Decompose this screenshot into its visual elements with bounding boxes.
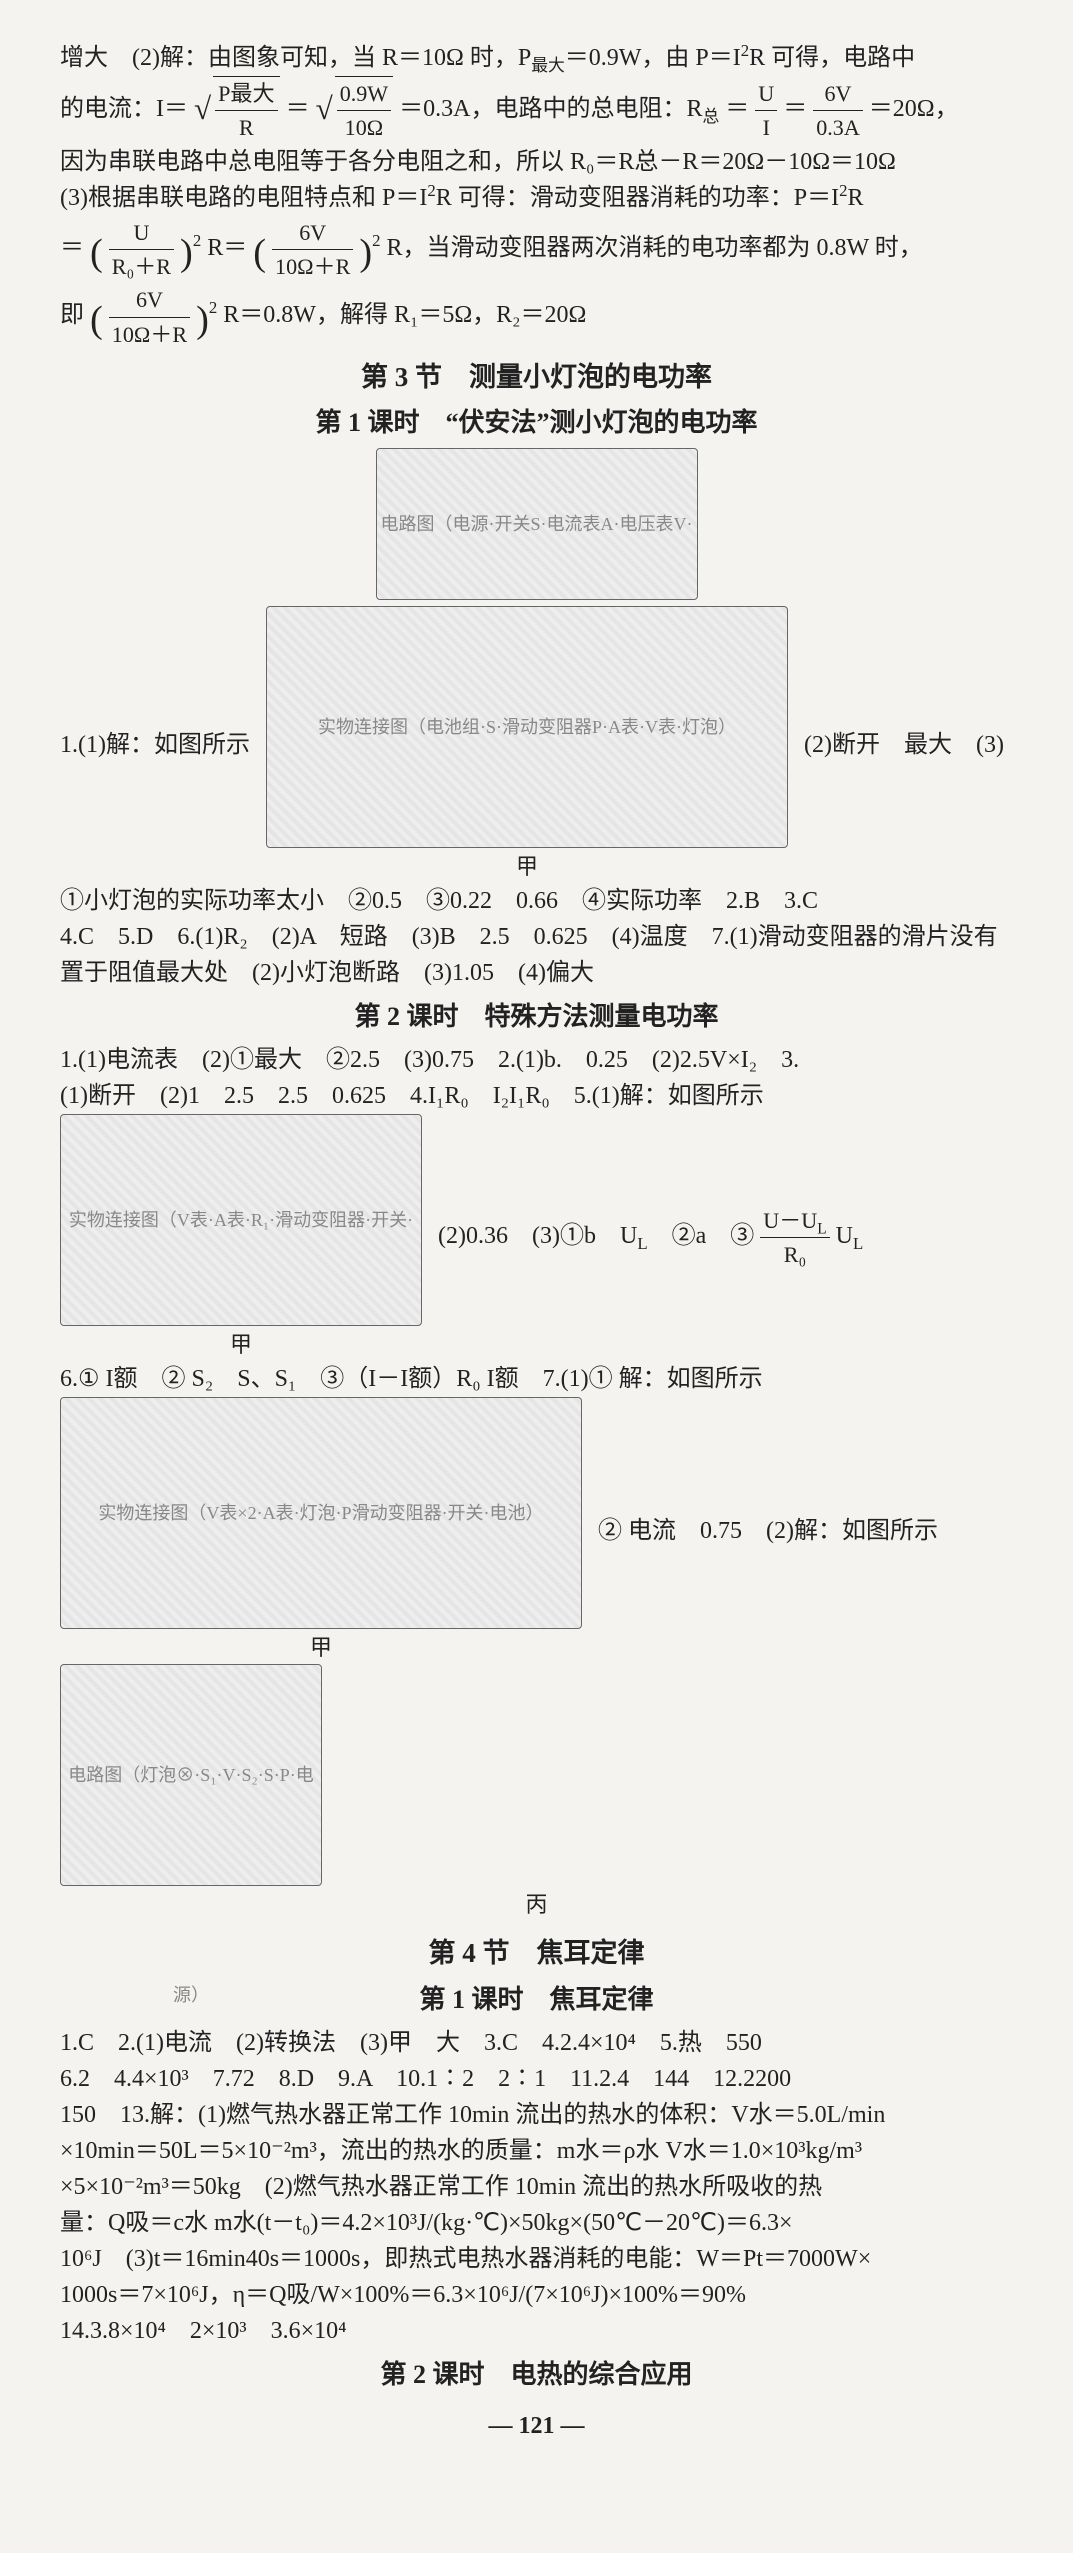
eq: ＝: [725, 96, 749, 122]
sup: 2: [427, 181, 435, 200]
frac: U－UL R₀: [760, 1204, 829, 1271]
s2c-wrap: 电路图（灯泡⊗·S₁·V·S₂·S·P·电源） 丙: [60, 1664, 1013, 1921]
paren-right-icon: ): [196, 300, 209, 342]
paren-right-icon: ): [359, 232, 372, 274]
sup: 2: [209, 299, 217, 318]
t: (3)根据串联电路的电阻特点和 P＝I: [60, 185, 427, 211]
diagram-label: 甲: [60, 1328, 422, 1361]
num: 0.9W: [337, 77, 391, 111]
intro-line-2: 的电流：I＝ √ P最大 R ＝ √ 0.9W 10Ω ＝0.3A，电路中的总电…: [60, 76, 1013, 144]
eq: ＝: [286, 96, 310, 122]
s2a-row: 实物连接图（V表·A表·R₁·滑动变阻器·开关·电池） 甲 (2)0.36 (3…: [60, 1114, 1013, 1361]
t: 即: [60, 303, 84, 329]
s2-line6: 6.① I额 ② S₂ S、S₁ ③（I－I额）R₀ I额 7.(1)① 解：如…: [60, 1361, 1013, 1397]
sub: L: [817, 1220, 826, 1237]
num: 6V: [272, 216, 353, 250]
sub: 最大: [531, 56, 565, 75]
den: 0.3A: [813, 111, 863, 144]
intro-line-6: 即 ( 6V 10Ω＋R )2 R＝0.8W，解得 R₁＝5Ω，R₂＝20Ω: [60, 283, 1013, 350]
frac: 6V 10Ω＋R: [272, 216, 353, 283]
t: ＝20Ω，: [869, 96, 959, 122]
sup: 2: [741, 41, 749, 60]
sub: L: [853, 1234, 863, 1253]
s2b-right: ② 电流 0.75 (2)解：如图所示: [598, 1513, 1013, 1549]
t: U: [836, 1223, 853, 1249]
sub: L: [637, 1234, 647, 1253]
t: ②a ③: [648, 1223, 755, 1249]
paren-left-icon: (: [90, 300, 103, 342]
den: R₀＋R: [109, 250, 174, 283]
s2b-row: 实物连接图（V表×2·A表·灯泡·P滑动变阻器·开关·电池） 甲 ② 电流 0.…: [60, 1397, 1013, 1664]
den: R₀: [760, 1238, 829, 1271]
solution-intro: 增大 (2)解：由图象可知，当 R＝10Ω 时，P最大＝0.9W，由 P＝I2R…: [60, 40, 1013, 351]
sec4-body: 1.C 2.(1)电流 (2)转换法 (3)甲 大 3.C 4.2.4×10⁴ …: [60, 2025, 1013, 2349]
num: U－UL: [760, 1204, 829, 1238]
den: 10Ω＋R: [109, 318, 190, 351]
diagram-label: 甲: [266, 850, 788, 883]
frac: 6V 10Ω＋R: [109, 283, 190, 350]
q1-pre: 1.(1)解：如图所示: [60, 727, 250, 763]
num: P最大: [215, 77, 277, 111]
t: ＝0.9W，由 P＝I: [565, 45, 741, 71]
sec3-answers: ①小灯泡的实际功率太小 ②0.5 ③0.22 0.66 ④实际功率 2.B 3.…: [60, 883, 1013, 991]
paren-left-icon: (: [253, 232, 266, 274]
frac: U R₀＋R: [109, 216, 174, 283]
paren-left-icon: (: [90, 232, 103, 274]
eq: ＝: [60, 235, 84, 261]
t: R，当滑动变阻器两次消耗的电功率都为 0.8W 时，: [387, 235, 923, 261]
t: ＝0.3A，电路中的总电阻：R: [399, 96, 702, 122]
den: I: [755, 111, 777, 144]
paren-right-icon: ): [180, 232, 193, 274]
intro-line-1: 增大 (2)解：由图象可知，当 R＝10Ω 时，P最大＝0.9W，由 P＝I2R…: [60, 40, 1013, 76]
t: R: [847, 185, 863, 211]
page-number: — 121 —: [60, 2408, 1013, 2444]
circuit-diagram-schematic: 电路图（电源·开关S·电流表A·电压表V·灯泡·滑动变阻器）: [376, 448, 698, 600]
num: U: [109, 216, 174, 250]
sec4-sub2-title: 第 2 课时 电热的综合应用: [60, 2355, 1013, 2394]
t: 的电流：I＝: [60, 96, 188, 122]
t: R＝0.8W，解得 R₁＝5Ω，R₂＝20Ω: [223, 303, 586, 329]
t: U－U: [763, 1208, 817, 1233]
sec3-sub2-title: 第 2 课时 特殊方法测量电功率: [60, 997, 1013, 1036]
frac: 6V 0.3A: [813, 77, 863, 144]
eq: ＝: [783, 96, 807, 122]
intro-line-3: 因为串联电路中总电阻等于各分电阻之和，所以 R₀＝R总－R＝20Ω－10Ω＝10…: [60, 144, 1013, 180]
circuit-diagram-physical-1: 实物连接图（电池组·S·滑动变阻器P·A表·V表·灯泡）: [266, 606, 788, 848]
circuit-diagram-schematic-2: 电路图（灯泡⊗·S₁·V·S₂·S·P·电源）: [60, 1664, 322, 1886]
t: R 可得：滑动变阻器消耗的功率：P＝I: [436, 185, 839, 211]
q1-row: 1.(1)解：如图所示 实物连接图（电池组·S·滑动变阻器P·A表·V表·灯泡）…: [60, 606, 1013, 883]
sup: 2: [372, 231, 380, 250]
den: 10Ω: [337, 111, 391, 144]
den: 10Ω＋R: [272, 250, 353, 283]
t: 增大 (2)解：由图象可知，当 R＝10Ω 时，P: [60, 45, 531, 71]
sub: 总: [702, 107, 719, 126]
intro-line-5: ＝ ( U R₀＋R )2 R＝ ( 6V 10Ω＋R )2 R，当滑动变阻器两…: [60, 216, 1013, 283]
num: 6V: [813, 77, 863, 111]
t: R＝: [207, 235, 247, 261]
circuit-diagram-physical-3: 实物连接图（V表×2·A表·灯泡·P滑动变阻器·开关·电池）: [60, 1397, 582, 1629]
sqrt-body: 0.9W 10Ω: [335, 76, 393, 144]
q1-right: (2)断开 最大 (3): [804, 727, 1004, 763]
s2a-text: (2)0.36 (3)①b UL ②a ③ U－UL R₀ UL: [438, 1204, 1013, 1271]
circuit-diagram-physical-2: 实物连接图（V表·A表·R₁·滑动变阻器·开关·电池）: [60, 1114, 422, 1326]
sqrt-icon: √: [316, 91, 333, 126]
den: R: [215, 111, 277, 144]
sec3-sub2-line1: 1.(1)电流表 (2)①最大 ②2.5 (3)0.75 2.(1)b. 0.2…: [60, 1042, 1013, 1114]
sqrt-icon: √: [194, 91, 211, 126]
t: R 可得，电路中: [749, 45, 915, 71]
num: U: [755, 77, 777, 111]
diagram-label: 甲: [60, 1631, 582, 1664]
diagram-top-wrap: 电路图（电源·开关S·电流表A·电压表V·灯泡·滑动变阻器）: [60, 448, 1013, 600]
frac: 0.9W 10Ω: [337, 77, 391, 144]
intro-line-4: (3)根据串联电路的电阻特点和 P＝I2R 可得：滑动变阻器消耗的功率：P＝I2…: [60, 180, 1013, 216]
num: 6V: [109, 283, 190, 317]
sup: 2: [193, 231, 201, 250]
sec3-sub1-title: 第 1 课时 “伏安法”测小灯泡的电功率: [60, 403, 1013, 442]
t: (2)0.36 (3)①b U: [438, 1223, 637, 1249]
sqrt-body: P最大 R: [213, 76, 279, 144]
frac: P最大 R: [215, 77, 277, 144]
frac: U I: [755, 77, 777, 144]
sec3-title: 第 3 节 测量小灯泡的电功率: [60, 357, 1013, 398]
